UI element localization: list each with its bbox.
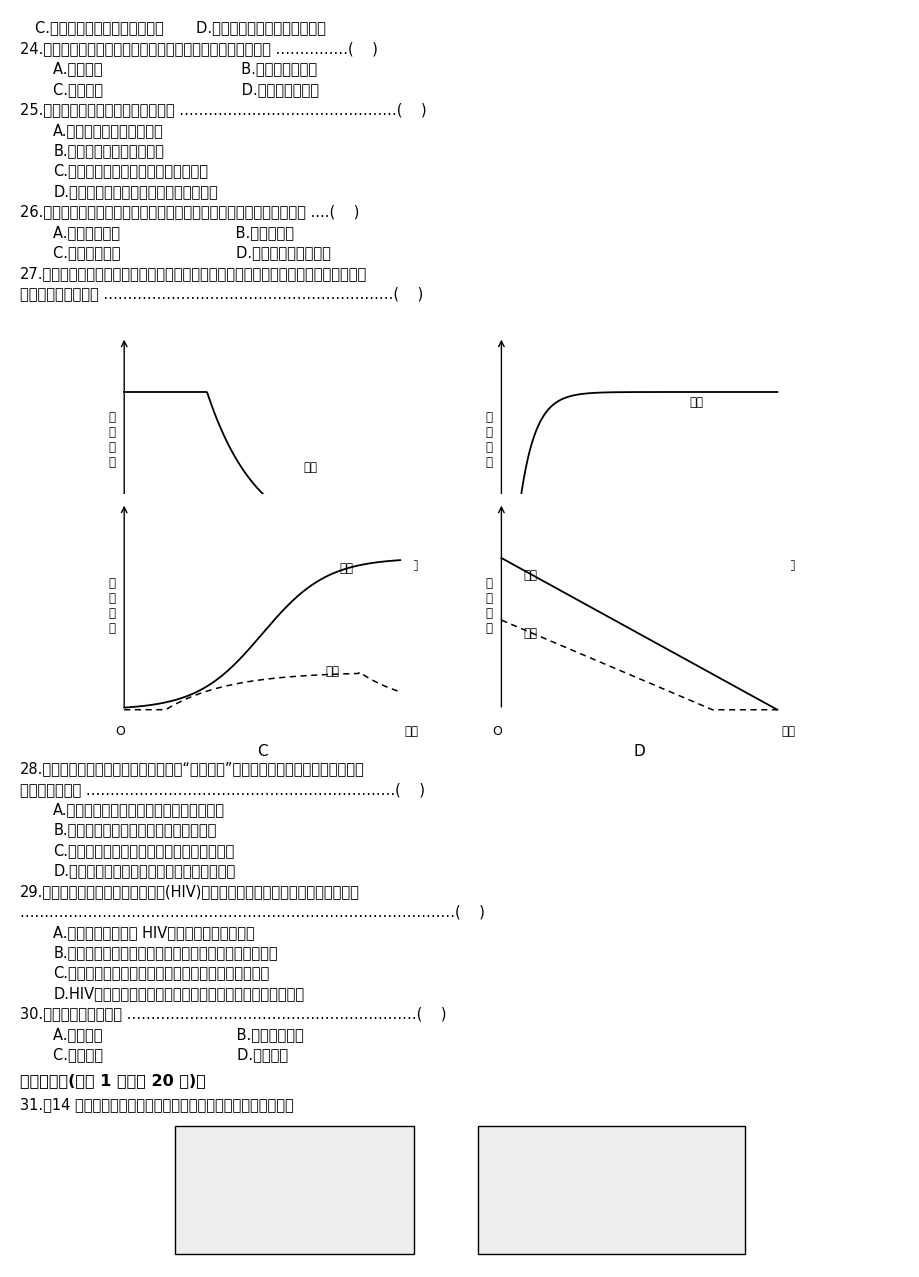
Text: 抗原: 抗原 <box>675 516 688 530</box>
Text: 二、填空题(每空 1 分，共 20 分)。: 二、填空题(每空 1 分，共 20 分)。 <box>20 1073 206 1088</box>
Text: 抗体: 抗体 <box>295 503 309 516</box>
Text: 物
质
变
化: 物 质 变 化 <box>485 411 492 469</box>
Text: C.杀死体内所有细菌是防治疾病最有效的办法: C.杀死体内所有细菌是防治疾病最有效的办法 <box>53 843 234 858</box>
Text: D.给刚出生的婴儿接种卡介苗和乙肝疫苗: D.给刚出生的婴儿接种卡介苗和乙肝疫苗 <box>53 184 218 199</box>
Text: A.接种疫苗后可提高对特定传染病的抗抗力: A.接种疫苗后可提高对特定传染病的抗抗力 <box>53 802 225 817</box>
Text: 25.下列实例中，不属于计划免疫的是 ………………………………………(    ): 25.下列实例中，不属于计划免疫的是 ………………………………………( ) <box>20 102 426 117</box>
Text: C: C <box>256 744 267 760</box>
Text: O: O <box>492 559 502 572</box>
Text: A: A <box>256 578 267 594</box>
Text: 抗体: 抗体 <box>339 562 353 575</box>
Text: 28.现已发现对多种抗生素具有抗药性的“超级病菌”，人类健康面临新的威胁。下列有: 28.现已发现对多种抗生素具有抗药性的“超级病菌”，人类健康面临新的威胁。下列有 <box>20 761 365 776</box>
Text: C.抗抗抗原侵入的免疫功能过强       D.抗抗抗原侵入的免疫功能过弱: C.抗抗抗原侵入的免疫功能过强 D.抗抗抗原侵入的免疫功能过弱 <box>35 20 325 36</box>
Bar <box>478 1126 744 1254</box>
Text: 时间: 时间 <box>403 559 418 572</box>
Text: B.艾滋病的传播途径主要是接触传播、性传播和母婴传播: B.艾滋病的传播途径主要是接触传播、性传播和母婴传播 <box>53 945 278 960</box>
Text: C.给出生三个月的婴儿接种百白破疫苗: C.给出生三个月的婴儿接种百白破疫苗 <box>53 163 208 179</box>
Text: 时间: 时间 <box>403 725 418 738</box>
Text: 抗原: 抗原 <box>523 627 537 640</box>
Text: 24.当识别和清除体内产生异常细胞的功能异常时，有可能使人 ……………(    ): 24.当识别和清除体内产生异常细胞的功能异常时，有可能使人 ……………( ) <box>20 41 378 56</box>
Text: 物
质
变
化: 物 质 变 化 <box>108 411 115 469</box>
Text: O: O <box>115 559 125 572</box>
Text: A.切断传播途径                         B.控制传染源: A.切断传播途径 B.控制传染源 <box>53 225 294 240</box>
Text: O: O <box>492 725 502 738</box>
Text: B.使用抗生素会导致抗药性病菌数量减少: B.使用抗生素会导致抗药性病菌数量减少 <box>53 822 217 838</box>
Text: 31.（14 分）如图是人体的三道防线示意图，根据图示回答问题：: 31.（14 分）如图是人体的三道防线示意图，根据图示回答问题： <box>20 1097 294 1112</box>
Text: 关叙述正确的是 ……………………………………………………….(    ): 关叙述正确的是 ……………………………………………………….( ) <box>20 782 425 797</box>
Text: 抗原: 抗原 <box>325 665 339 678</box>
Text: 时间: 时间 <box>780 725 795 738</box>
Text: 30.人体的免疫功能是指 ……………………………………………………(    ): 30.人体的免疫功能是指 ……………………………………………………( ) <box>20 1006 447 1022</box>
Text: C.目前预防艾滋病的普遍措施是接种预防艾滋病的痫苗: C.目前预防艾滋病的普遍措施是接种预防艾滋病的痫苗 <box>53 965 269 981</box>
Text: D: D <box>633 744 644 760</box>
Text: B.给小孩服用小儿麻痹糖丸: B.给小孩服用小儿麻痹糖丸 <box>53 143 165 158</box>
Text: D.只要有细菌存在，人和其他动植物就会生病: D.只要有细菌存在，人和其他动植物就会生病 <box>53 863 235 879</box>
Text: A.患遗传病                              B.患流行性传染病: A.患遗传病 B.患流行性传染病 <box>53 61 317 77</box>
Text: 26.中国卫生部要求各级医疗部门免费给新生儿注射疫苗，该措施是为了 ....(    ): 26.中国卫生部要求各级医疗部门免费给新生儿注射疫苗，该措施是为了 ....( … <box>20 204 359 220</box>
Text: 抗原: 抗原 <box>303 461 317 474</box>
Text: C.免疫监视                             D.以上都是: C.免疫监视 D.以上都是 <box>53 1047 289 1062</box>
Text: C.发生肏瘤                              D.以上三种都不是: C.发生肏瘤 D.以上三种都不是 <box>53 82 319 97</box>
Text: 抗体: 抗体 <box>688 396 702 409</box>
Text: A.防御感染                             B.保持自我稳定: A.防御感染 B.保持自我稳定 <box>53 1027 304 1042</box>
Text: C.保护易感人群                         D.增强免疫的三道防线: C.保护易感人群 D.增强免疫的三道防线 <box>53 245 331 261</box>
Text: 物
质
变
化: 物 质 变 化 <box>485 577 492 635</box>
Text: 27.计划免疫是预防传染病的一种简便易行的手段。人体注射麵疹痫苗后，体内抗原、抗: 27.计划免疫是预防传染病的一种简便易行的手段。人体注射麵疹痫苗后，体内抗原、抗 <box>20 266 367 281</box>
Text: 抗体: 抗体 <box>523 568 537 582</box>
Text: 29.艾滋病是人体感染了艾滋病病毒(HIV)所导致的传染病，下列有关叙述正确的是: 29.艾滋病是人体感染了艾滋病病毒(HIV)所导致的传染病，下列有关叙述正确的是 <box>20 884 359 899</box>
Bar <box>175 1126 414 1254</box>
Text: 物
质
变
化: 物 质 变 化 <box>108 577 115 635</box>
Text: B: B <box>633 578 644 594</box>
Text: A.艾滋病的病原体是 HIV，传染源是艾滋病病毒: A.艾滋病的病原体是 HIV，传染源是艾滋病病毒 <box>53 925 255 940</box>
Text: D.HIV攻击、杀伤人体内的免疫细胞，使人体的免疫功能受损: D.HIV攻击、杀伤人体内的免疫细胞，使人体的免疫功能受损 <box>53 986 304 1001</box>
Text: A.给生病的小孩吃药、打针: A.给生病的小孩吃药、打针 <box>53 123 164 138</box>
Text: 体的含量变化情况是 ……………………………………………………(    ): 体的含量变化情况是 ……………………………………………………( ) <box>20 286 423 301</box>
Text: O: O <box>115 725 125 738</box>
Text: 时间: 时间 <box>780 559 795 572</box>
Text: ………………………………………………………………………………(    ): ………………………………………………………………………………( ) <box>20 904 484 919</box>
